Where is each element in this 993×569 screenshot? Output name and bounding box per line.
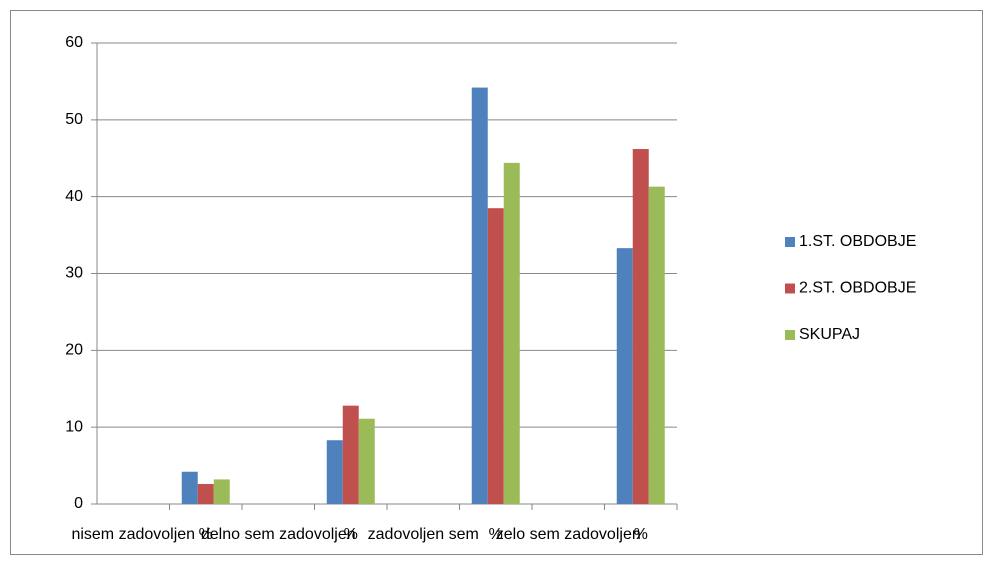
legend-label: 1.ST. OBDOBJE (799, 233, 916, 250)
bar (487, 208, 504, 505)
bar (197, 484, 214, 504)
x-tick-label: nisem zadovoljen (71, 526, 195, 543)
y-tick-label: 50 (65, 111, 83, 128)
legend-swatch (785, 237, 795, 247)
y-tick-label: 0 (74, 495, 83, 512)
legend-label: SKUPAJ (799, 326, 860, 343)
bar (632, 149, 649, 504)
y-tick-label: 60 (65, 34, 83, 51)
bar (648, 186, 665, 504)
bar (471, 87, 488, 505)
x-tick-label: % (634, 526, 648, 543)
bar (213, 479, 230, 504)
x-tick-label: % (199, 526, 213, 543)
x-tick-label: delno sem zadovoljen (201, 526, 356, 543)
y-tick-label: 20 (65, 342, 83, 359)
y-tick-label: 30 (65, 265, 83, 282)
bar (326, 440, 343, 504)
x-tick-label: zelo sem zadovoljen (496, 526, 641, 543)
x-tick-label: % (489, 526, 503, 543)
bar (342, 405, 359, 504)
y-tick-label: 40 (65, 188, 83, 205)
y-tick-label: 10 (65, 418, 83, 435)
legend-swatch (785, 330, 795, 340)
x-tick-label: zadovoljen sem (368, 526, 479, 543)
bar (358, 418, 375, 504)
bar (503, 162, 520, 505)
bar (181, 471, 198, 504)
x-tick-label: % (344, 526, 358, 543)
bar (616, 248, 633, 504)
legend-swatch (785, 283, 795, 294)
legend-label: 2.ST. OBDOBJE (799, 280, 916, 297)
